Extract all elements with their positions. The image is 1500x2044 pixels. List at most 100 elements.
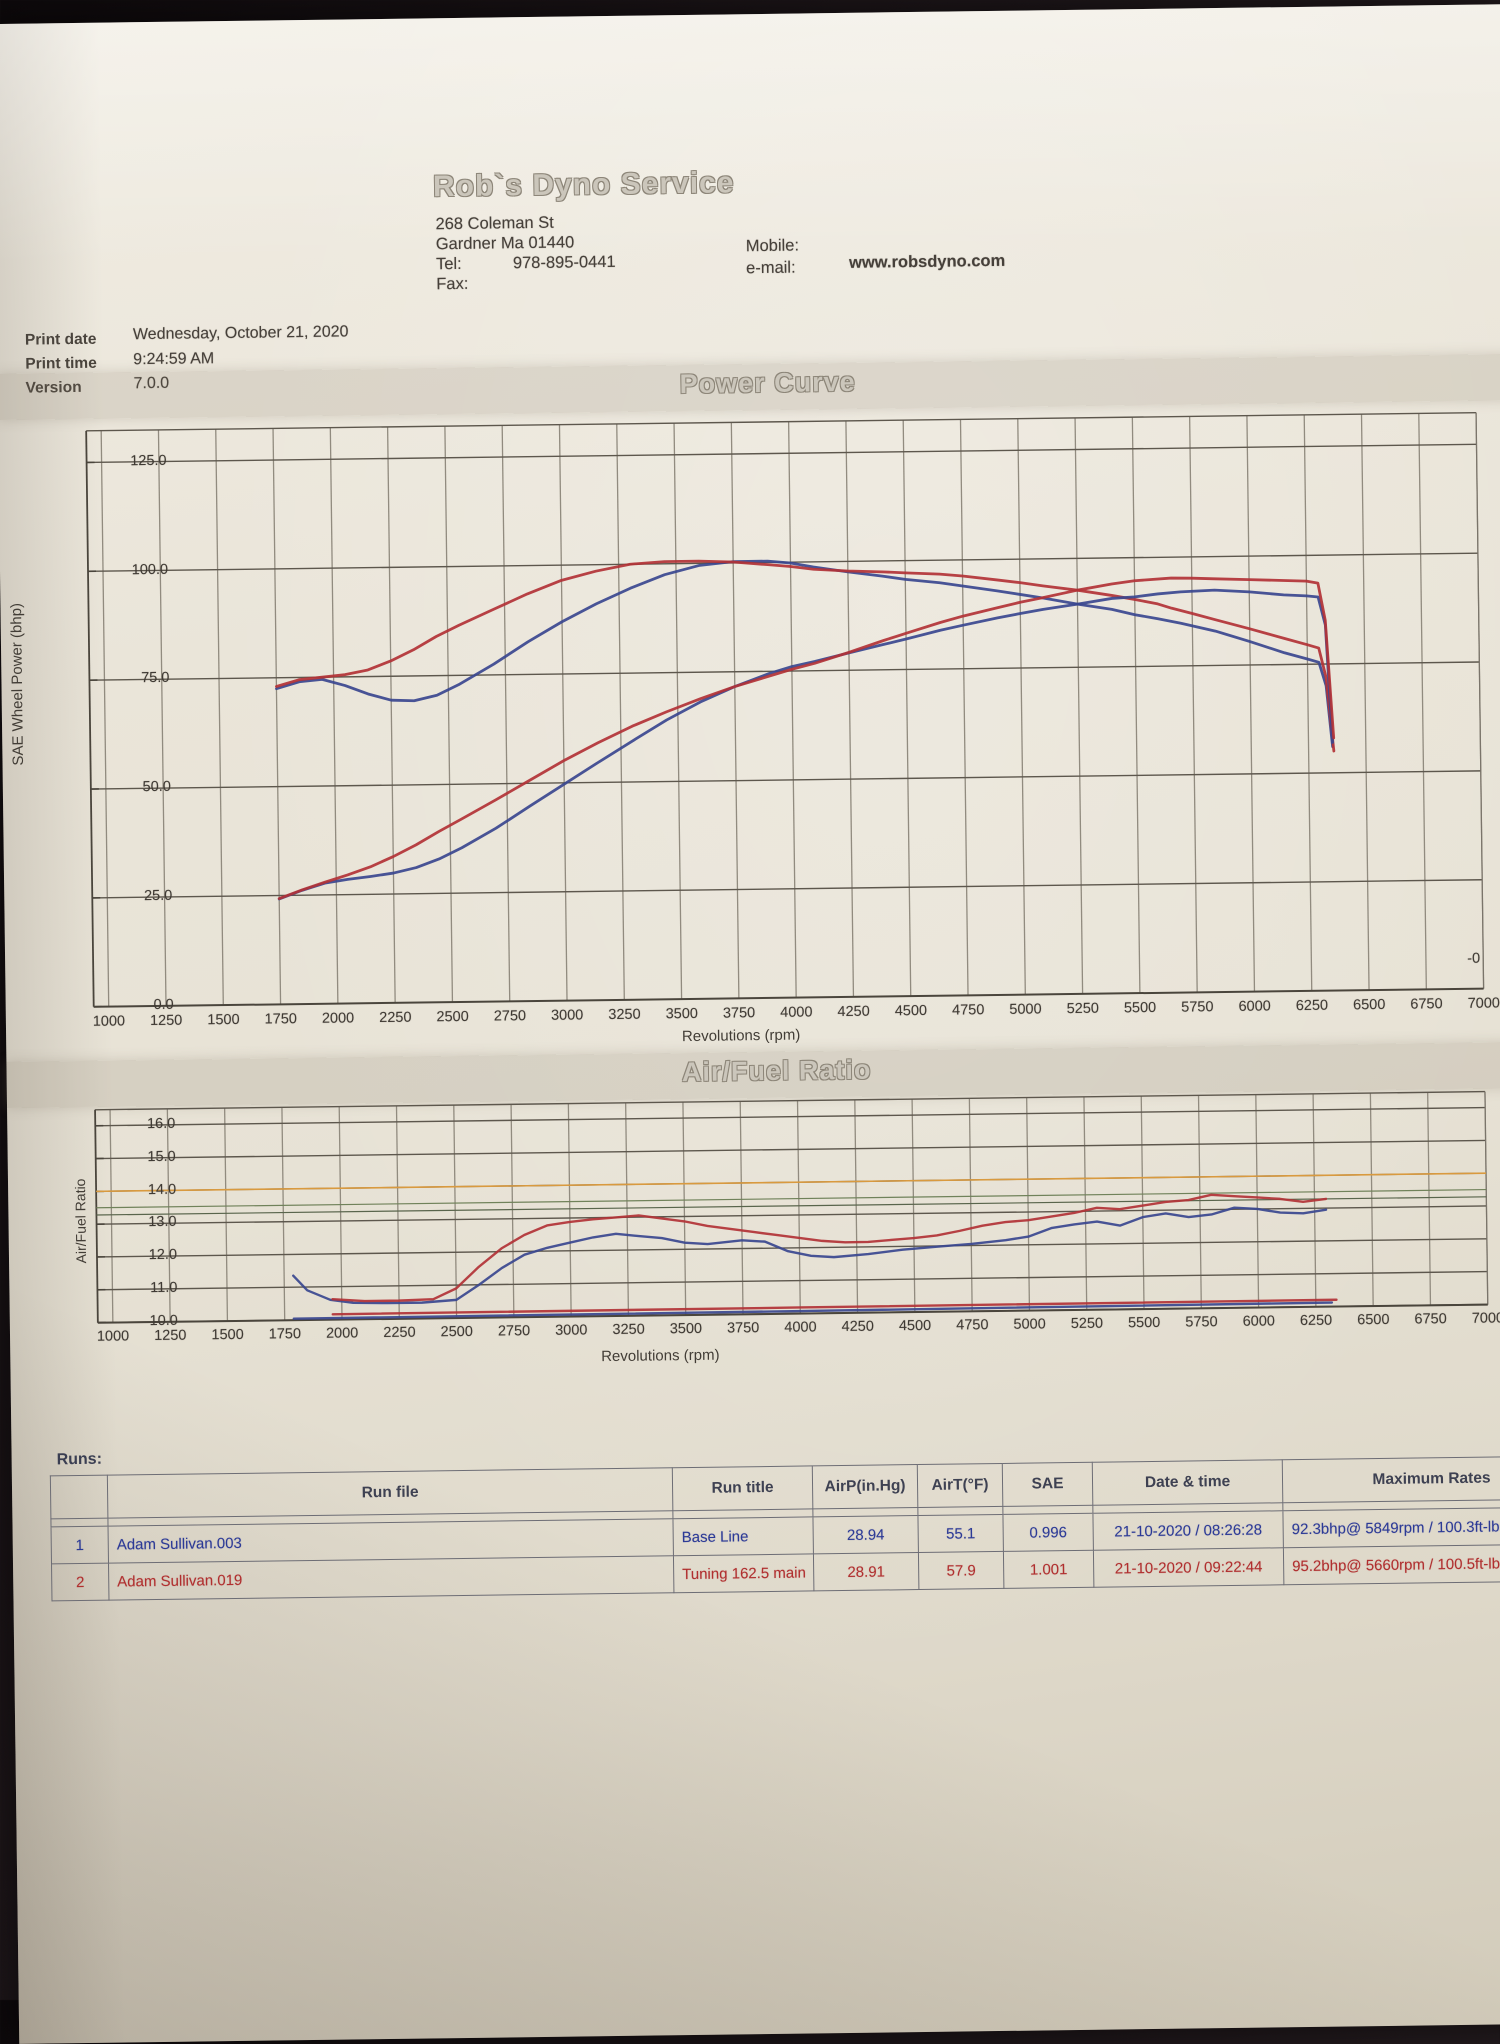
gridline — [216, 429, 224, 1005]
gridline — [158, 430, 166, 1006]
gridline — [683, 1102, 686, 1315]
power-y-axis-title: SAE Wheel Power (bhp) — [6, 484, 28, 884]
y-tick-label: 16.0 — [117, 1116, 175, 1133]
table-cell-sae: 1.001 — [1003, 1550, 1093, 1588]
x-tick-label: 4500 — [881, 1003, 941, 1020]
gridline — [95, 1110, 98, 1323]
gridline — [454, 1105, 457, 1318]
gridline — [388, 427, 396, 1003]
table-cell-max_rates: 92.3bhp@ 5849rpm / 100.3ft-lbs@ — [1283, 1507, 1500, 1548]
runs-table-header-cell — [50, 1475, 108, 1519]
runs-table-header-cell: Date & time — [1092, 1460, 1283, 1505]
table-cell-airp: 28.94 — [813, 1516, 918, 1554]
x-tick-label: 1500 — [198, 1327, 258, 1344]
x-tick-label: 6500 — [1339, 997, 1399, 1014]
x-tick-label: 5000 — [1000, 1316, 1060, 1333]
x-tick-label: 6500 — [1343, 1312, 1403, 1329]
table-cell-num: 1 — [51, 1526, 108, 1564]
power-x-axis-title: Revolutions (rpm) — [541, 1025, 941, 1047]
gridline — [97, 1206, 1487, 1224]
y-tick-label: 14.0 — [118, 1181, 176, 1198]
x-tick-label: 6250 — [1282, 997, 1342, 1014]
y-tick-label: 50.0 — [113, 779, 171, 796]
series-baseline-power — [275, 589, 1334, 899]
x-tick-label: 5500 — [1114, 1315, 1174, 1332]
power-curve-chart — [86, 402, 1498, 1020]
print-time-label: Print time — [25, 355, 97, 374]
photographed-paper: Rob`s Dyno Service 268 Coleman St Gardne… — [0, 4, 1500, 2044]
x-tick-label: 5500 — [1110, 1000, 1170, 1017]
x-tick-label: 5000 — [995, 1001, 1055, 1018]
gridline — [502, 425, 510, 1001]
gridline — [87, 444, 1477, 462]
gridline — [110, 1110, 113, 1323]
power-right-axis-zero-label: -0 — [1467, 951, 1480, 967]
x-tick-label: 4000 — [766, 1004, 826, 1021]
runs-table-header-cell: SAE — [1002, 1462, 1093, 1506]
gridline — [903, 420, 911, 996]
mobile-label: Mobile: — [746, 236, 799, 257]
gridline — [1428, 1092, 1431, 1305]
table-cell-airt: 57.9 — [918, 1551, 1003, 1589]
gridline — [1247, 416, 1255, 992]
gridline — [1370, 1093, 1373, 1306]
gridline — [1485, 1092, 1488, 1305]
company-address-line1: 268 Coleman St — [435, 213, 554, 235]
x-tick-label: 3000 — [541, 1322, 601, 1339]
table-cell-datetime: 21-10-2020 / 08:26:28 — [1093, 1511, 1283, 1550]
gridline — [559, 425, 567, 1001]
x-tick-label: 4750 — [938, 1002, 998, 1019]
table-cell-datetime: 21-10-2020 / 09:22:44 — [1093, 1548, 1283, 1587]
print-date-value: Wednesday, October 21, 2020 — [133, 323, 349, 344]
company-address-line2: Gardner Ma 01440 — [436, 232, 575, 254]
afr-x-axis-title: Revolutions (rpm) — [460, 1345, 860, 1367]
x-tick-label: 1000 — [79, 1013, 139, 1030]
x-tick-label: 1250 — [140, 1327, 200, 1344]
x-tick-label: 3750 — [709, 1005, 769, 1022]
company-name: Rob`s Dyno Service — [433, 166, 735, 204]
table-cell-airp: 28.91 — [813, 1553, 918, 1591]
x-tick-label: 6000 — [1229, 1313, 1289, 1330]
gridline — [1018, 419, 1026, 995]
x-tick-label: 5250 — [1057, 1315, 1117, 1332]
x-tick-label: 3250 — [594, 1006, 654, 1023]
tel-label: Tel: — [436, 255, 462, 273]
gridline — [339, 1107, 342, 1320]
series-baseline-torque — [275, 554, 1333, 761]
gridline — [912, 1099, 915, 1312]
x-tick-label: 3000 — [537, 1007, 597, 1024]
gridline — [92, 880, 1482, 898]
table-cell-max_rates: 95.2bhp@ 5660rpm / 100.5ft-lbs@ — [1283, 1544, 1500, 1585]
gridline — [740, 1101, 743, 1314]
gridline — [445, 426, 453, 1002]
gridline — [626, 1103, 629, 1316]
x-tick-label: 3250 — [599, 1321, 659, 1338]
gridline — [617, 424, 625, 1000]
gridline — [511, 1104, 514, 1317]
gridline — [855, 1100, 858, 1313]
reference-line — [96, 1173, 1486, 1191]
x-tick-label: 1750 — [251, 1011, 311, 1028]
gridline — [1084, 1097, 1087, 1310]
gridline — [798, 1101, 801, 1314]
gridline — [568, 1104, 571, 1317]
x-tick-label: 7000 — [1458, 1310, 1500, 1327]
x-tick-label: 4000 — [770, 1319, 830, 1336]
x-tick-label: 2000 — [308, 1010, 368, 1027]
x-tick-label: 5750 — [1167, 999, 1227, 1016]
gridline — [789, 422, 797, 998]
x-tick-label: 4500 — [885, 1318, 945, 1335]
gridline — [97, 1272, 1487, 1290]
gridline — [330, 428, 338, 1004]
x-tick-label: 4750 — [942, 1317, 1002, 1334]
gridline — [969, 1098, 972, 1311]
gridline — [1190, 416, 1198, 992]
print-date-label: Print date — [25, 331, 97, 350]
x-tick-label: 2750 — [480, 1008, 540, 1025]
x-tick-label: 2500 — [427, 1324, 487, 1341]
phone-line: Tel: 978-895-0441 — [436, 252, 616, 274]
x-tick-label: 1750 — [255, 1326, 315, 1343]
y-tick-label: 10.0 — [120, 1313, 178, 1330]
gridline — [225, 1108, 228, 1321]
